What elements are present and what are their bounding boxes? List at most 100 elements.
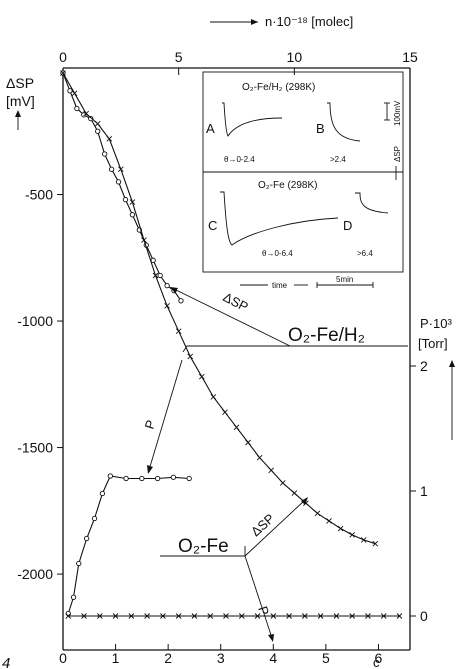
point-sp_fe (349, 532, 355, 538)
series-line-p_fe_h2 (67, 475, 190, 614)
point-p_fe_h2 (76, 560, 82, 567)
left-tick-label: -1500 (17, 440, 53, 456)
top-tick-label: 10 (287, 49, 303, 65)
leader-p-upper (148, 359, 183, 471)
point-sp_fe_h2 (150, 257, 156, 263)
point-sp_fe (233, 424, 240, 431)
point-p_fe (380, 613, 387, 619)
point-sp_fe_h2 (74, 105, 80, 112)
point-sp_fe (94, 120, 101, 127)
point-p_fe (365, 613, 371, 619)
point-p_fe (333, 613, 340, 619)
point-sp_fe (326, 518, 332, 524)
bottom-tick-label: 5 (322, 650, 330, 666)
inset-theta-a: θ→0-2.4 (224, 155, 255, 164)
point-sp_fe_h2 (129, 212, 136, 218)
point-p_fe (207, 613, 214, 619)
point-sp_fe (164, 303, 170, 309)
point-sp_fe (175, 328, 182, 334)
point-sp_fe (118, 166, 124, 173)
left-axis-label-line1: ΔSP (6, 75, 34, 91)
point-sp_fe_h2 (108, 166, 115, 172)
point-p_fe (270, 613, 277, 619)
leader-dsp-upper (171, 287, 291, 347)
label-o2-fe-h2: O₂-Fe/H₂ (288, 325, 365, 346)
point-sp_fe (360, 537, 367, 543)
leader-dsp-upper-arrowhead (170, 287, 178, 293)
inset-time-label: time (272, 281, 288, 290)
point-p_fe_h2 (99, 490, 106, 497)
top-tick-label: 5 (175, 49, 183, 65)
inset-theta-b: >2.4 (330, 155, 346, 164)
point-p_fe (144, 613, 150, 619)
point-p_fe_h2 (84, 535, 90, 542)
bottom-tick-label: 0 (59, 650, 67, 666)
point-p_fe (191, 613, 198, 619)
point-sp_fe (152, 272, 159, 279)
point-sp_fe (291, 490, 298, 496)
right-axis-label-line2: [Torr] (418, 336, 448, 351)
label-dsp-lower: ΔSP (248, 511, 277, 540)
series-line-sp_fe_h2 (62, 72, 182, 302)
point-p_fe (286, 613, 292, 619)
point-sp_fe (141, 237, 147, 243)
point-sp_fe_h2 (81, 112, 87, 118)
point-sp_fe (129, 199, 136, 205)
leader-p-lower (244, 555, 273, 639)
leader-dsp-lower-arrowhead (301, 497, 308, 505)
top-axis-title: n·10⁻¹⁸ [molec] (210, 14, 353, 29)
right-tick-label: 0 (420, 608, 428, 624)
inset-panel: O₂-Fe/H₂ (298K) O₂-Fe (298K) A B C D θ→0… (202, 71, 404, 290)
inset-theta-c: θ→0-6.4 (262, 249, 293, 258)
point-p_fe (254, 613, 261, 619)
point-sp_fe_h2 (67, 88, 73, 94)
point-sp_fe (256, 454, 263, 461)
leader-p-lower-arrowhead (268, 634, 274, 642)
point-p_fe_h2 (70, 594, 77, 600)
point-sp_fe (83, 110, 89, 117)
bottom-tick-label: 2 (164, 650, 172, 666)
point-sp_fe (279, 480, 286, 486)
point-sp_fe (372, 540, 379, 547)
point-sp_fe (106, 136, 113, 142)
point-p_fe (302, 613, 308, 619)
inset-title-top: O₂-Fe/H₂ (298K) (242, 82, 315, 93)
point-sp_fe (337, 525, 344, 532)
point-p_fe_h2 (170, 474, 177, 480)
point-sp_fe_h2 (164, 282, 170, 289)
point-p_fe_h2 (186, 475, 192, 482)
point-p_fe_h2 (107, 473, 113, 479)
axis-ticks: 0 5 10 15 -500 -1000 -1500 -2000 0 1 2 0 1 2 3 4 5 6 (17, 49, 428, 666)
series-line-sp_fe (62, 72, 376, 545)
point-sp_fe (198, 373, 205, 380)
point-p_fe (317, 613, 324, 619)
annotation-leaders (147, 287, 408, 642)
inset-trace-b (327, 102, 361, 142)
point-p_fe (160, 613, 166, 619)
inset-label-d: D (343, 218, 352, 233)
inset-trace-d (355, 192, 389, 214)
bottom-tick-label: 6 (375, 650, 383, 666)
right-axis-label-line1: P·10³ (420, 316, 452, 331)
corner-label-right: c (373, 655, 380, 669)
inset-theta-d: >6.4 (357, 249, 373, 258)
left-tick-label: -500 (25, 187, 53, 203)
point-p_fe (396, 613, 403, 619)
inset-label-c: C (208, 218, 217, 233)
left-axis-label-line2: [mV] (6, 93, 35, 109)
point-p_fe (128, 613, 135, 619)
point-p_fe (65, 613, 72, 619)
point-p_fe (112, 613, 119, 619)
bottom-tick-label: 3 (217, 650, 225, 666)
bottom-tick-label: 4 (269, 650, 277, 666)
point-sp_fe_h2 (157, 272, 163, 279)
point-sp_fe_h2 (178, 298, 184, 304)
point-sp_fe (187, 353, 194, 360)
inset-scale-mv: 100mV (393, 100, 402, 126)
point-sp_fe (210, 394, 217, 400)
point-p_fe (223, 613, 229, 619)
point-p_fe (238, 613, 245, 619)
point-p_fe_h2 (139, 475, 145, 482)
left-axis-arrowhead (15, 110, 21, 117)
